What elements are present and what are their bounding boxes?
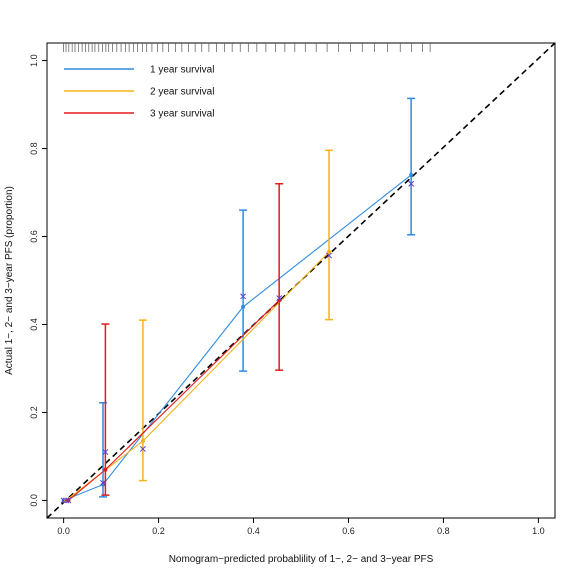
cross-marker [139, 445, 146, 452]
x-tick-label: 0.8 [437, 526, 450, 536]
cross-marker [240, 293, 247, 300]
series-layer [60, 97, 416, 504]
cross-marker [276, 295, 283, 302]
series-line [63, 174, 412, 501]
cross-marker [326, 252, 332, 259]
y-tick-label: 0.4 [29, 318, 39, 331]
x-tick-label: 0.4 [247, 526, 260, 536]
data-point [409, 172, 414, 177]
x-tick-label: 0.6 [342, 526, 355, 536]
reference-diagonal-line [46, 42, 556, 519]
y-tick-label: 0.6 [29, 230, 39, 243]
rug-marks [63, 43, 431, 52]
x-axis: 0.0 0.2 0.4 0.6 0.8 1.0 [57, 517, 545, 536]
series-1 [60, 97, 416, 504]
y-axis: 0.0 0.2 0.4 0.6 0.8 1.0 [29, 54, 47, 507]
legend-label: 1 year survival [150, 65, 214, 76]
y-tick-label: 0.2 [29, 406, 39, 419]
data-point [103, 467, 108, 472]
legend-label: 3 year survival [150, 109, 214, 120]
legend: 1 year survival 2 year survival 3 year sur… [64, 65, 214, 120]
y-axis-title: Actual 1−, 2− and 3−year PFS (proportion… [4, 186, 15, 375]
x-tick-label: 0.2 [152, 526, 165, 536]
series-3 [65, 182, 284, 504]
y-tick-label: 0.8 [29, 142, 39, 155]
legend-label: 2 year survival [150, 87, 214, 98]
cross-marker [408, 180, 415, 187]
x-axis-title: Nomogram−predicted probablility of 1−, 2… [169, 554, 434, 565]
cross-marker [102, 449, 109, 455]
x-tick-label: 1.0 [532, 526, 545, 536]
y-tick-label: 0.0 [29, 494, 39, 507]
cross-marker [65, 497, 72, 504]
x-tick-label: 0.0 [57, 526, 70, 536]
y-tick-label: 1.0 [29, 54, 39, 67]
data-point [241, 304, 246, 309]
data-point [327, 249, 332, 254]
data-point [140, 439, 145, 444]
